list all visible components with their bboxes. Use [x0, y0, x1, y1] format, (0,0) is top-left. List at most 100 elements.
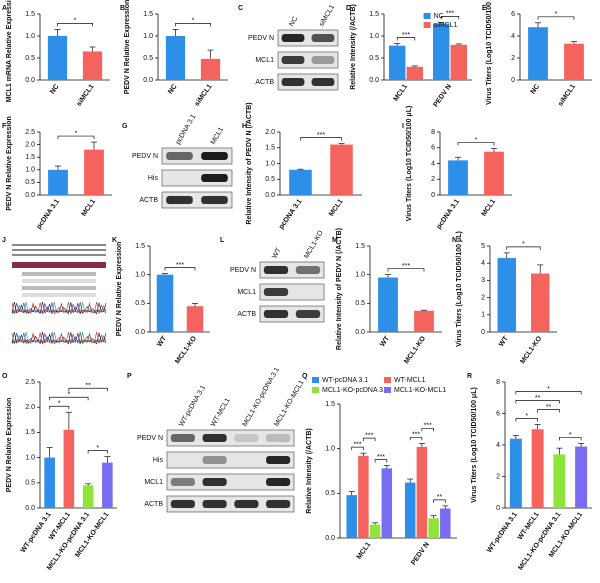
lane-label: WT-pcDNA 3.1: [178, 384, 207, 428]
y-axis-label: Virus Titers (Log10 TCID50/100 μL): [486, 0, 493, 105]
significance-bracket: [409, 436, 423, 441]
y-tick-label: 4: [511, 33, 515, 40]
sequence-track: [22, 272, 96, 276]
y-tick-label: 4: [481, 260, 485, 267]
lane-label: MCL1-KO-pcDNA 3.1: [242, 366, 282, 428]
bar: [531, 429, 544, 508]
error-bar: [556, 447, 563, 455]
sequence-line: [12, 254, 106, 256]
blot-band: [281, 56, 305, 64]
legend-label: MCL1-KO-pcDNA 3.1: [322, 387, 389, 394]
y-tick-label: 1.5: [143, 11, 153, 18]
y-tick-label: 6: [511, 11, 515, 18]
significance-label: **: [535, 395, 541, 402]
y-tick-label: 1.0: [25, 454, 35, 461]
significance-label: *: [547, 386, 550, 393]
panel-letter: O: [2, 373, 8, 380]
panel-letter: C: [238, 5, 243, 12]
bar: [63, 429, 75, 508]
error-bar: [338, 143, 345, 145]
bar: [564, 43, 584, 80]
error-bar: [104, 456, 111, 463]
x-tick-label: pcDNA 3.1: [278, 198, 304, 231]
blot-band: [295, 310, 321, 318]
y-tick-label: 0.0: [265, 192, 275, 199]
sequence-track: [22, 286, 96, 290]
panel-letter: E: [482, 5, 487, 12]
blot-band: [266, 434, 291, 442]
y-tick-label: 0.5: [355, 300, 365, 307]
x-tick-label: PEDV N: [410, 541, 431, 566]
blot-strip: [166, 473, 295, 491]
significance-label: ***: [317, 132, 325, 139]
significance-label: *: [74, 18, 77, 25]
y-tick-label: 3: [481, 277, 485, 284]
bar: [575, 446, 588, 508]
error-bar: [89, 46, 96, 52]
significance-bracket: [300, 137, 342, 141]
panel-letter: B: [120, 5, 125, 12]
legend-label: NC: [434, 13, 444, 20]
y-tick-label: 6: [431, 145, 435, 152]
significance-bracket: [374, 459, 388, 463]
blot-strip: [166, 495, 295, 513]
lane-label: MCL1-KO-MCL1: [273, 379, 305, 428]
y-tick-label: 1.0: [135, 272, 145, 279]
x-tick-label: PEDV N: [432, 83, 453, 108]
bar: [448, 160, 468, 195]
y-tick-label: 0.5: [265, 176, 275, 183]
x-tick-label: MCL1: [392, 83, 409, 103]
y-tick-label: 2.5: [25, 379, 35, 386]
panel-letter: D: [346, 5, 351, 12]
error-bar: [192, 302, 198, 307]
error-bar: [442, 505, 449, 509]
x-tick-label: MCL1: [328, 198, 345, 218]
error-bar: [535, 22, 541, 28]
error-bar: [383, 465, 390, 469]
chromatogram: [11, 302, 107, 315]
y-tick-label: 1.5: [325, 401, 335, 408]
legend-label: MCL1-KO-MCL1: [394, 387, 446, 394]
blot-band: [202, 500, 227, 508]
error-bar: [348, 491, 355, 496]
y-tick-label: 0.0: [135, 329, 145, 336]
significance-label: ***: [365, 432, 373, 439]
blot-band: [170, 500, 195, 508]
blot-band: [170, 478, 195, 486]
significance-label: ***: [402, 32, 410, 39]
y-tick-label: 0.5: [135, 300, 145, 307]
panel-letter: M: [332, 237, 338, 244]
bar: [369, 524, 381, 538]
error-bar: [207, 49, 214, 59]
bar: [553, 454, 566, 508]
bar: [156, 274, 174, 332]
blot-band: [202, 456, 227, 464]
significance-label: **: [437, 494, 443, 501]
chromatogram: [11, 301, 107, 315]
row-label: MCL1: [255, 57, 274, 64]
blot-band: [201, 174, 228, 182]
chromatogram: [11, 331, 107, 345]
bar: [47, 36, 68, 80]
lane-label: siMCL1: [318, 4, 336, 28]
y-tick-label: 2: [481, 294, 485, 301]
bar: [48, 169, 68, 195]
legend-label: WT-MCL1: [394, 377, 426, 384]
y-tick-label: 2: [496, 473, 500, 480]
y-tick-label: 5: [481, 243, 485, 250]
y-tick-label: 0.0: [369, 77, 379, 84]
blot-band: [311, 78, 335, 86]
blot-band: [201, 196, 228, 204]
panel-letter: N: [452, 237, 457, 244]
bar: [102, 462, 113, 508]
significance-bracket: [440, 16, 460, 20]
sequence-line: [12, 244, 106, 246]
y-tick-label: 1.0: [143, 33, 153, 40]
significance-bracket: [559, 437, 582, 441]
row-label: PEDV N: [230, 267, 256, 274]
panel-letter: R: [467, 373, 472, 380]
error-bar: [534, 424, 541, 430]
bar: [346, 495, 357, 538]
y-tick-label: 1.5: [265, 145, 275, 152]
